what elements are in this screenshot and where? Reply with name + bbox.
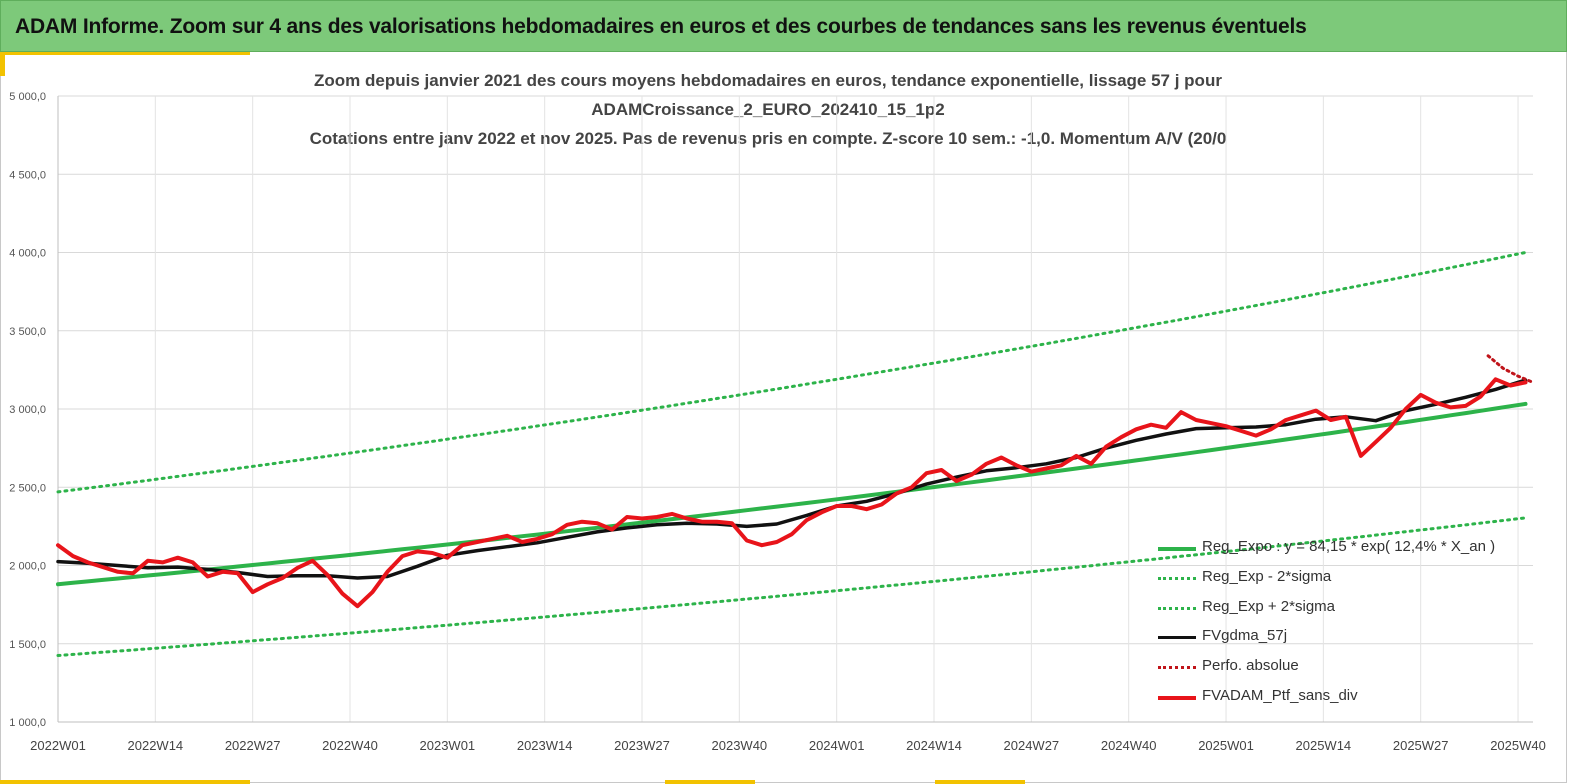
reg-exp-plus-2sigma-line [56,251,1527,494]
legend-swatch [1158,577,1196,580]
chart-title-line-2: ADAMCroissance_2_EURO_202410_15_1p2 [591,100,945,119]
y-tick-label: 4 000,0 [9,248,46,260]
x-tick-label: 2022W14 [128,738,184,753]
x-tick-label: 2025W40 [1490,738,1546,753]
chart-title-line-3: Cotations entre janv 2022 et nov 2025. P… [309,129,1227,148]
x-tick-label: 2024W40 [1101,738,1157,753]
chart-title-line-1: Zoom depuis janvier 2021 des cours moyen… [314,71,1222,90]
y-tick-label: 3 000,0 [9,404,46,416]
legend-label: FVADAM_Ptf_sans_div [1202,687,1358,704]
chart-frame [0,52,1567,783]
reg-exp-minus-2sigma-line [56,516,1527,657]
x-tick-label: 2024W27 [1004,738,1060,753]
x-tick-label: 2025W14 [1296,738,1352,753]
y-tick-label: 3 500,0 [9,326,46,338]
x-tick-label: 2024W14 [906,738,962,753]
header-title: ADAM Informe. Zoom sur 4 ans des valoris… [15,15,1307,38]
x-tick-label: 2022W01 [30,738,86,753]
legend-label: Reg_Expo : y = 84,15 * exp( 12,4% * X_an… [1202,538,1496,555]
y-tick-label: 2 500,0 [9,482,46,494]
perfo-absolue-line [1486,354,1535,384]
fvadam-ptf-line [56,377,1528,609]
x-tick-label: 2025W27 [1393,738,1449,753]
y-tick-label: 5 000,0 [9,91,46,103]
legend-swatch [1158,636,1196,639]
legend-swatch [1158,666,1196,669]
x-tick-label: 2022W27 [225,738,281,753]
x-tick-label: 2022W40 [322,738,378,753]
legend-swatch [1158,607,1196,610]
legend-label: Reg_Exp + 2*sigma [1202,598,1335,615]
y-tick-label: 1 000,0 [9,717,46,729]
x-tick-label: 2025W01 [1198,738,1254,753]
legend-label: Perfo. absolue [1202,657,1299,674]
accent-bar-top [0,52,250,55]
y-tick-label: 4 500,0 [9,169,46,181]
x-tick-label: 2023W40 [712,738,768,753]
y-tick-label: 1 500,0 [9,639,46,651]
x-tick-label: 2023W01 [420,738,476,753]
x-tick-label: 2024W01 [809,738,865,753]
legend-swatch [1158,696,1196,700]
header-banner: ADAM Informe. Zoom sur 4 ans des valoris… [0,0,1567,52]
legend-swatch [1158,547,1196,551]
legend-label: FVgdma_57j [1202,627,1288,644]
legend-label: Reg_Exp - 2*sigma [1202,568,1332,585]
x-tick-label: 2023W27 [614,738,670,753]
accent-bar-left [0,52,5,76]
x-tick-label: 2023W14 [517,738,573,753]
y-tick-label: 2 000,0 [9,561,46,573]
reg-expo-line [56,401,1528,587]
